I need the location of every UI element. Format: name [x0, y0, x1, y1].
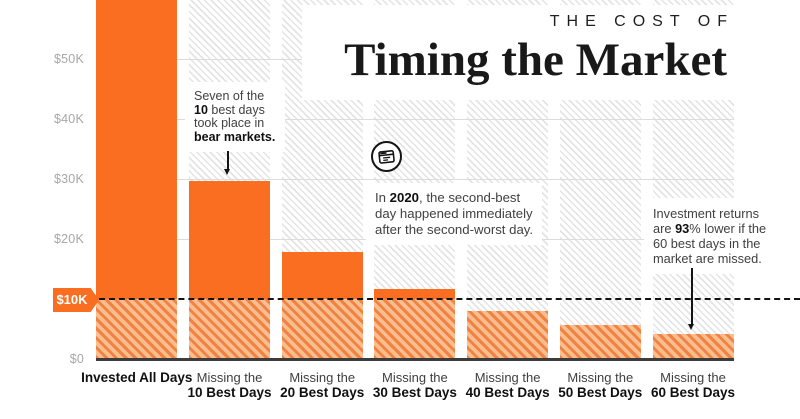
- x-axis-label: Missing the 50 Best Days: [535, 370, 665, 401]
- 10k-tag: $10K: [53, 288, 99, 312]
- bar-below-10k-hatch: [374, 298, 456, 359]
- annotation-line: after the second-worst day.: [375, 222, 534, 237]
- bar-invested-all-days: [96, 0, 178, 359]
- bar-below-10k-hatch: [467, 311, 549, 359]
- annotation-2020: In 2020, the second-best day happened imm…: [366, 183, 543, 245]
- x-axis-label-line: Invested All Days: [81, 370, 193, 385]
- x-axis-label: Missing the 40 Best Days: [443, 370, 573, 401]
- bar-missing-10-best-days: [189, 180, 270, 359]
- bar-missing-60-best-days: [652, 333, 734, 359]
- x-axis-label-line: Missing the: [382, 370, 448, 385]
- x-axis-label-line: 30 Best Days: [372, 385, 457, 400]
- annotation-line: Seven of the: [194, 89, 265, 103]
- y-axis-tick-label: $20K: [54, 232, 84, 246]
- annotation-line: 60 best days in the: [653, 236, 761, 251]
- bar-missing-30-best-days: [374, 288, 456, 359]
- gridline: [96, 119, 734, 120]
- x-axis-baseline: [96, 358, 734, 361]
- x-axis-label-line: 60 Best Days: [650, 385, 736, 400]
- x-axis-label: Invested All Days: [72, 370, 202, 386]
- x-axis-label-line: 40 Best Days: [465, 385, 550, 400]
- x-axis-label: Missing the 30 Best Days: [350, 370, 480, 401]
- y-axis-tick-label: $40K: [54, 112, 84, 126]
- bar-below-10k-hatch: [652, 333, 734, 359]
- annotation-93-percent: Investment returns are 93% lower if the 60…: [644, 198, 777, 274]
- bar-below-10k-hatch: [559, 324, 641, 359]
- annotation-arrow-head: [688, 324, 694, 330]
- annotation-line: took place in: [194, 116, 265, 131]
- annotation-line: 10 best days: [194, 102, 265, 117]
- bar-below-10k-hatch: [96, 299, 178, 359]
- bar-below-10k-hatch: [281, 298, 363, 359]
- bar-below-10k-hatch: [189, 298, 270, 359]
- x-axis-label: Missing the 20 Best Days: [257, 370, 387, 401]
- bar-missing-40-best-days: [467, 311, 549, 359]
- x-axis-label-line: Missing the: [474, 370, 541, 385]
- x-axis-label-line: Missing the: [289, 370, 356, 385]
- 10k-reference-dashed-line: [99, 298, 800, 300]
- page-title: Timing the Market: [344, 34, 727, 86]
- 10k-tag-label: $10K: [56, 292, 88, 307]
- x-axis-label: Missing the 60 Best Days: [628, 370, 758, 401]
- y-axis-tick-label: $30K: [54, 172, 84, 186]
- x-axis-label-line: Missing the: [660, 370, 726, 385]
- annotation-arrow-line: [691, 268, 693, 324]
- x-axis-label-line: Missing the: [567, 370, 634, 385]
- bar-missing-50-best-days: [559, 324, 641, 359]
- gridline: [96, 179, 734, 180]
- y-axis-tick-label: $50K: [54, 52, 84, 66]
- calendar-icon: [371, 141, 402, 172]
- x-axis-label: Missing the 10 Best Days: [165, 370, 295, 401]
- x-axis-label-line: Missing the: [196, 370, 263, 385]
- annotation-line: Investment returns: [653, 206, 759, 221]
- annotation-arrow-line: [227, 151, 229, 169]
- annotation-bear-markets: Seven of the 10 best days took place in bea…: [185, 82, 286, 153]
- annotation-line: In 2020, the second-best: [375, 190, 521, 205]
- annotation-line: market are missed.: [653, 251, 762, 266]
- x-axis-label-line: 10 Best Days: [187, 385, 272, 400]
- bar-missing-20-best-days: [281, 252, 363, 359]
- title-kicker: THE COST OF: [549, 13, 734, 30]
- annotation-line: bear markets.: [194, 129, 276, 144]
- x-axis-label-line: 50 Best Days: [558, 385, 643, 400]
- annotation-line: day happened immediately: [375, 206, 533, 221]
- y-axis-tick-label: $0: [69, 352, 84, 366]
- title-block: THE COST OF Timing the Market: [302, 5, 800, 100]
- x-axis-label-line: 20 Best Days: [280, 385, 365, 400]
- annotation-arrow-head: [224, 169, 230, 175]
- annotation-line: are 93% lower if the: [653, 221, 767, 236]
